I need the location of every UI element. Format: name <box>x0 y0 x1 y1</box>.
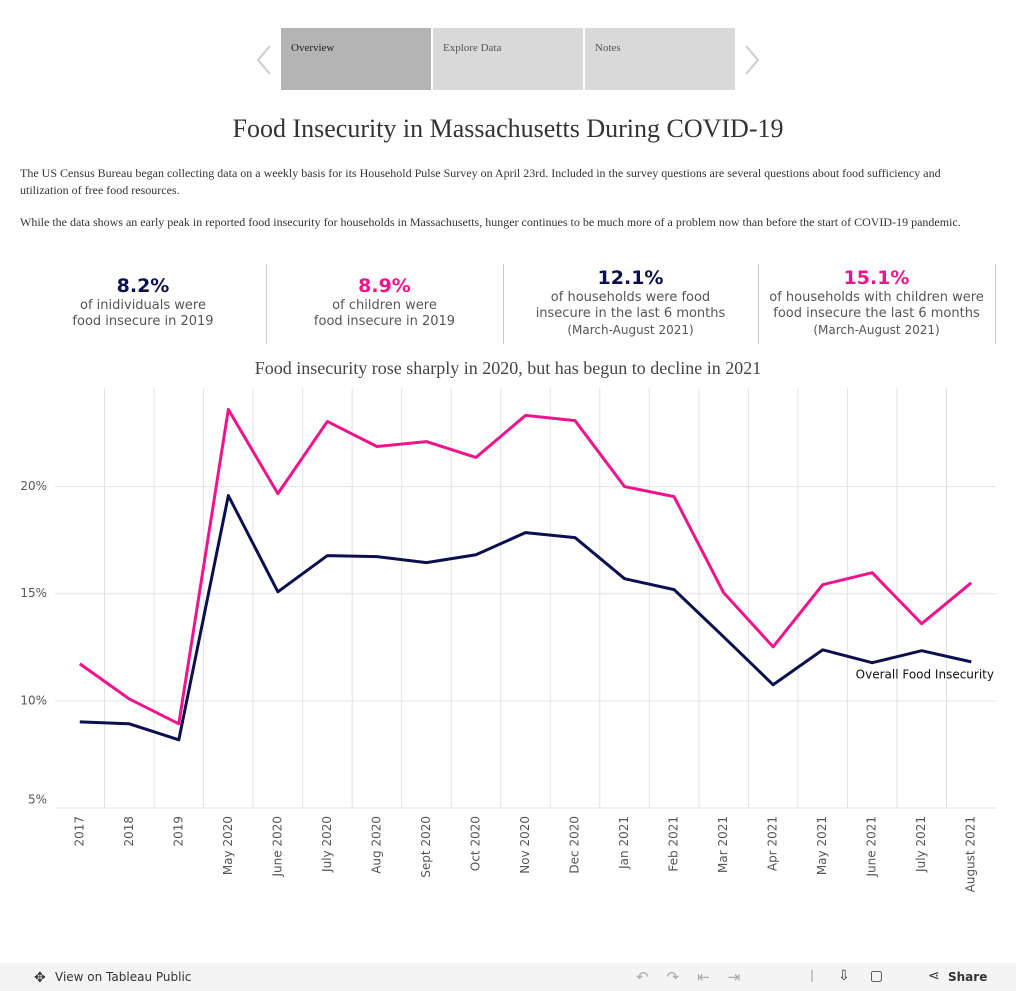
kpi-text: of households were food <box>550 290 711 305</box>
kpi-value: 12.1% <box>597 267 664 289</box>
x-tick-label: August 2021 <box>964 816 978 892</box>
chart: Food insecurity rose sharply in 2020, bu… <box>20 358 996 892</box>
tab[interactable]: Overview <box>281 28 431 90</box>
title: Food Insecurity in Massachusetts During … <box>232 114 784 143</box>
prev-arrow[interactable] <box>254 44 274 76</box>
divider <box>758 264 759 344</box>
x-tick-label: Dec 2020 <box>568 816 582 874</box>
kpi-text: food insecure the last 6 months <box>773 306 980 321</box>
share[interactable]: Share <box>948 970 988 984</box>
paragraph: The US Census Bureau began collecting da… <box>20 166 941 197</box>
x-tick-label: 2018 <box>122 816 136 847</box>
paragraph: While the data shows an early peak in re… <box>20 215 961 229</box>
kpi-text: food insecure in 2019 <box>313 314 456 329</box>
divider <box>503 264 504 344</box>
kpi: 12.1% of households were food insecure in … <box>503 264 758 346</box>
kpi-text: food insecure in 2019 <box>72 314 214 329</box>
kpi: 15.1% of households with children were foo… <box>758 264 995 346</box>
x-tick-label: Feb 2021 <box>667 816 681 872</box>
kpi-value: 15.1% <box>843 267 910 289</box>
x-tick-label: Nov 2020 <box>518 816 532 874</box>
kpi-value: 8.9% <box>358 275 411 297</box>
divider <box>266 264 267 344</box>
x-tick-label: July 2020 <box>320 816 334 873</box>
x-tick-label: 2017 <box>72 816 86 847</box>
y-tick-label: 5% <box>28 793 47 807</box>
x-tick-label: 2019 <box>171 816 185 847</box>
kpi-text: (March-August 2021) <box>813 323 940 337</box>
y-tick-label: 15% <box>20 586 47 600</box>
toolbar-icons: ⇩▢ <box>838 968 903 984</box>
toolbar: ✥ View on Tableau Public ↶↷⇤⇥ | ⇩▢ ⋖ Sha… <box>0 963 1016 991</box>
kpi-text: insecure in the last 6 months <box>535 306 726 321</box>
x-tick-label: Oct 2020 <box>468 816 482 871</box>
y-tick-label: 20% <box>20 479 47 493</box>
kpi-text: of children were <box>332 298 437 313</box>
kpi-value: 8.2% <box>116 275 170 297</box>
x-tick-label: June 2020 <box>270 816 284 878</box>
series-label: Overall Food Insecurity <box>856 668 994 682</box>
x-tick-label: Mar 2021 <box>716 816 730 873</box>
series-line <box>78 407 973 726</box>
kpi-text: of inidividuals were <box>80 298 206 313</box>
x-tick-label: Apr 2021 <box>766 816 780 871</box>
icon: ✥ <box>34 970 46 986</box>
divider <box>995 264 996 344</box>
tab[interactable]: Notes <box>585 28 735 90</box>
kpi-text: (March-August 2021) <box>567 323 694 337</box>
kpi: 8.2% of inidividuals were food insecure in… <box>20 264 266 354</box>
y-tick-label: 10% <box>20 693 47 707</box>
series-line <box>79 494 972 742</box>
separator: | <box>810 968 815 982</box>
share-icon: ⋖ <box>928 968 940 984</box>
x-tick-label: Sept 2020 <box>419 816 433 878</box>
x-tick-label: July 2021 <box>914 816 928 873</box>
chart-title: Food insecurity rose sharply in 2020, bu… <box>255 358 761 378</box>
x-tick-label: June 2021 <box>865 816 879 878</box>
view-link[interactable]: View on Tableau Public <box>55 970 192 984</box>
x-tick-label: Aug 2020 <box>369 816 383 874</box>
x-tick-label: May 2020 <box>221 816 235 875</box>
x-tick-label: Jan 2021 <box>617 816 631 870</box>
kpi: 8.9% of children were food insecure in 201… <box>266 264 503 354</box>
toolbar-icons: ↶↷⇤⇥ <box>636 968 759 986</box>
next-arrow[interactable] <box>742 44 762 76</box>
x-tick-label: May 2021 <box>815 816 829 875</box>
kpi-text: of households with children were <box>769 290 984 305</box>
tab[interactable]: Explore Data <box>433 28 583 90</box>
